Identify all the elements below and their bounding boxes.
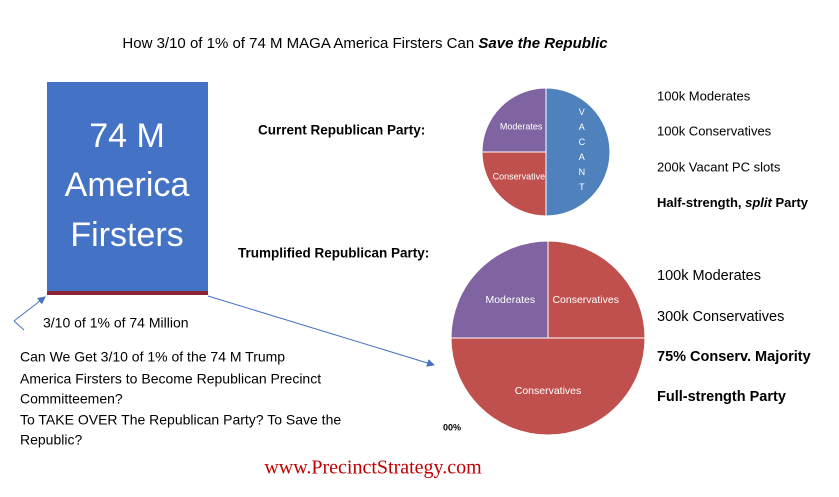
pie-slice	[450, 337, 646, 436]
title-text: How 3/10 of 1% of 74 M MAGA America Firs…	[122, 35, 474, 52]
slice-label: Conservatives	[552, 294, 619, 306]
question-line: Can We Get 3/10 of 1% of the 74 M Trump	[20, 349, 285, 365]
big-box	[47, 82, 208, 294]
note: Full-strength Party	[657, 389, 786, 405]
pie-slice	[481, 87, 547, 153]
summary-part: split	[745, 195, 772, 210]
title-emphasis: Save the Republic	[478, 35, 608, 52]
pie-slice	[481, 151, 547, 217]
note: 100k Moderates	[657, 88, 751, 103]
box-base	[47, 291, 208, 295]
arrow	[207, 295, 435, 367]
note: 100k Conservatives	[657, 123, 772, 138]
slice-label: Moderates	[500, 121, 543, 131]
title: How 3/10 of 1% of 74 M MAGA America Firs…	[122, 35, 608, 52]
question-line: To TAKE OVER The Republican Party? To Sa…	[20, 412, 341, 428]
note: 100k Moderates	[657, 268, 761, 284]
summary-part: Half-strength,	[657, 195, 742, 210]
summary: Half-strength, split Party	[657, 195, 809, 210]
summary-part: Party	[775, 195, 808, 210]
pie-slice	[547, 240, 646, 339]
note: 75% Conserv. Majority	[657, 349, 811, 365]
note: 200k Vacant PC slots	[657, 159, 781, 174]
section-label: Trumplified Republican Party:	[238, 246, 429, 261]
note: 300k Conservatives	[657, 309, 784, 325]
question-line: America Firsters to Become Republican Pr…	[20, 371, 321, 387]
slice-label: Conservatives	[515, 385, 582, 397]
fragment: 00%	[443, 422, 461, 432]
slice-label: Conservatives	[493, 171, 551, 181]
box-line: Firsters	[70, 216, 183, 254]
question-line: Committeemen?	[20, 391, 123, 407]
arrow	[13, 296, 46, 322]
question-line: Republic?	[20, 432, 82, 448]
box-line: 74 M	[89, 117, 165, 155]
arrow-tail	[13, 320, 25, 331]
footer-url: www.PrecinctStrategy.com	[264, 457, 482, 479]
arrow-label: 3/10 of 1% of 74 Million	[43, 315, 189, 331]
pie-slice	[545, 87, 611, 217]
box-line: America	[65, 166, 190, 204]
slice-label: VACANT	[577, 107, 587, 197]
section-label: Current Republican Party:	[258, 123, 425, 138]
pie-slice	[450, 240, 549, 339]
slice-label: Moderates	[485, 294, 535, 306]
